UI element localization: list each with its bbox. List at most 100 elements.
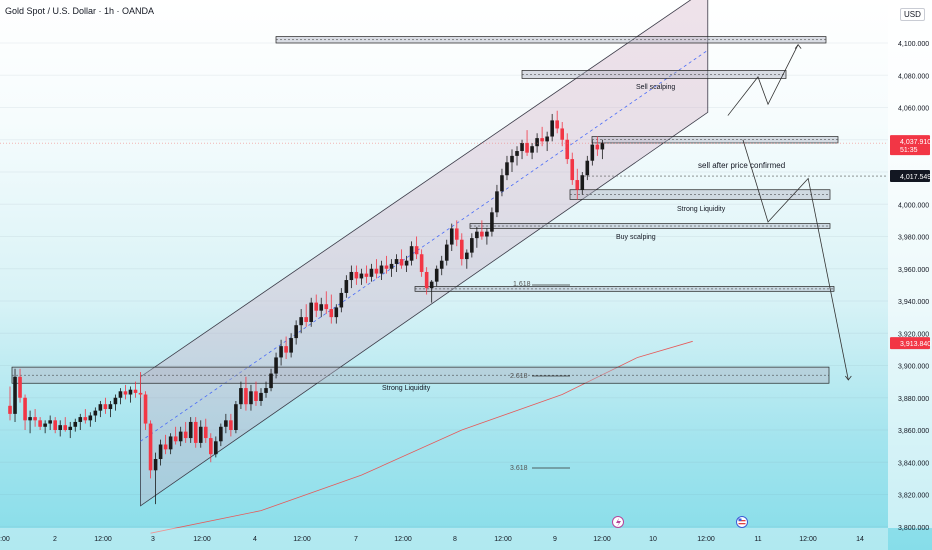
y-tick-label: 3,820.000 bbox=[898, 493, 929, 500]
candle-body bbox=[203, 426, 208, 439]
candle-body bbox=[344, 280, 349, 293]
candle-body bbox=[490, 212, 494, 232]
candle-body bbox=[148, 423, 153, 471]
annotations-layer: Sell scalping sell after price confirmed S… bbox=[382, 84, 785, 472]
x-tick-label: 7 bbox=[354, 536, 358, 543]
candle-body bbox=[309, 302, 313, 322]
ma-price-value: 3,913.840 bbox=[900, 341, 931, 348]
x-tick-label: 9 bbox=[553, 536, 557, 543]
candle-body bbox=[570, 159, 575, 181]
time-axis-labels: 2:00 2 12:00 3 12:00 4 12:00 7 12:00 8 12:00 9 12:00… bbox=[0, 536, 864, 543]
y-tick-label: 3,960.000 bbox=[898, 267, 929, 274]
candle-body bbox=[379, 265, 384, 274]
candle-body bbox=[93, 410, 98, 416]
candle-body bbox=[414, 246, 419, 255]
y-tick-label: 3,920.000 bbox=[898, 331, 929, 338]
x-tick-label: 12:00 bbox=[799, 536, 817, 543]
us-flag-event-icon[interactable] bbox=[736, 516, 748, 528]
currency-button[interactable]: USD bbox=[900, 8, 925, 21]
fib-label: 2.618 bbox=[510, 373, 528, 380]
candle-body bbox=[269, 373, 273, 389]
moving-average-line bbox=[150, 340, 693, 534]
annotation-strong-liquidity-lower: Strong Liquidity bbox=[382, 385, 431, 392]
candle-body bbox=[465, 252, 469, 260]
price-axis[interactable] bbox=[888, 0, 932, 528]
candle-body bbox=[334, 307, 339, 318]
x-tick-label: 10 bbox=[649, 536, 657, 543]
candle-body bbox=[449, 228, 454, 245]
candle-body bbox=[259, 392, 263, 401]
candle-body bbox=[429, 281, 434, 289]
candle-body bbox=[294, 325, 298, 339]
grid bbox=[0, 42, 888, 528]
candle-body bbox=[550, 120, 554, 137]
y-tick-label: 3,980.000 bbox=[898, 235, 929, 242]
candle-body bbox=[43, 423, 47, 427]
x-tick-label: 3 bbox=[151, 536, 155, 543]
candle-body bbox=[73, 421, 78, 427]
annotation-strong-liquidity: Strong Liquidity bbox=[677, 206, 726, 213]
candle-body bbox=[289, 338, 293, 353]
candle-body bbox=[540, 138, 544, 142]
candle-body bbox=[404, 260, 409, 266]
candle-body bbox=[600, 142, 605, 150]
y-tick-label: 4,000.000 bbox=[898, 202, 929, 209]
event-icons[interactable] bbox=[612, 516, 748, 528]
zones-layer bbox=[11, 36, 839, 384]
zone-box[interactable] bbox=[275, 36, 827, 44]
candle-body bbox=[279, 346, 283, 358]
candle-body bbox=[123, 391, 128, 395]
candle-body bbox=[439, 260, 444, 269]
candle-body bbox=[48, 420, 52, 424]
annotation-buy-scalping: Buy scalping bbox=[616, 234, 656, 241]
candle-body bbox=[590, 144, 595, 161]
candle-body bbox=[108, 404, 113, 410]
candle-body bbox=[580, 175, 585, 190]
x-tick-label: 2 bbox=[53, 536, 57, 543]
candle-body bbox=[38, 420, 42, 427]
candle-body bbox=[244, 388, 248, 405]
ma-price-tag bbox=[890, 337, 930, 350]
candle-body bbox=[525, 142, 529, 153]
candle-body bbox=[595, 144, 600, 150]
candle-body bbox=[18, 376, 22, 398]
price-channel bbox=[140, 0, 709, 507]
candle-body bbox=[565, 139, 570, 160]
candle-body bbox=[224, 420, 228, 427]
candle-body bbox=[339, 292, 344, 308]
x-tick-label: 11 bbox=[754, 536, 761, 543]
candle-body bbox=[520, 142, 524, 152]
crosshair-price-value: 4,017.549 bbox=[900, 174, 931, 181]
candle-body bbox=[575, 180, 580, 190]
time-axis[interactable] bbox=[0, 528, 888, 550]
y-tick-label: 3,900.000 bbox=[898, 364, 929, 371]
candle-body bbox=[138, 392, 143, 395]
x-tick-label: 4 bbox=[253, 536, 257, 543]
channel-midline bbox=[140, 49, 709, 442]
y-tick-label: 4,100.000 bbox=[898, 41, 929, 48]
arrow-head-up bbox=[794, 43, 802, 49]
candle-body bbox=[470, 238, 474, 253]
candle-body bbox=[33, 417, 37, 421]
candle-body bbox=[454, 228, 459, 240]
candle-body bbox=[53, 420, 57, 430]
last-price-tag bbox=[890, 135, 930, 156]
x-tick-label: 12:00 bbox=[193, 536, 211, 543]
candle-body bbox=[113, 397, 118, 405]
candle-body bbox=[229, 420, 233, 430]
candle-body bbox=[304, 317, 308, 322]
fib-label: 3.618 bbox=[510, 465, 528, 472]
x-tick-label: 12:00 bbox=[94, 536, 112, 543]
annotation-sell-scalping: Sell scalping bbox=[636, 84, 675, 91]
candle-body bbox=[585, 160, 590, 176]
candle-body bbox=[500, 175, 504, 192]
candle-body bbox=[98, 404, 103, 411]
candle-body bbox=[510, 155, 514, 163]
candle-body bbox=[535, 138, 539, 147]
candle-body bbox=[239, 388, 243, 405]
candle-body bbox=[460, 239, 464, 260]
lightning-glyph bbox=[616, 518, 621, 527]
